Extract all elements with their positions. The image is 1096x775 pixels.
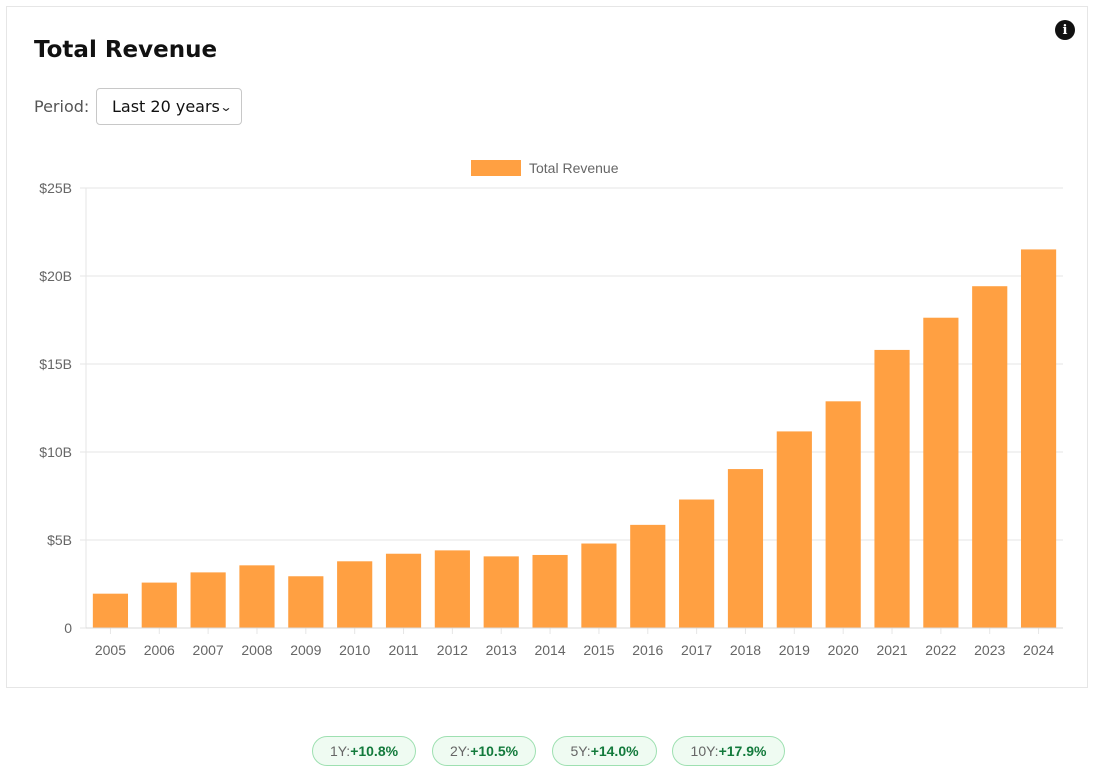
bar-2011	[385, 553, 422, 628]
x-tick-label: 2020	[828, 642, 859, 658]
y-tick-label: $5B	[47, 532, 72, 548]
x-tick-label: 2023	[974, 642, 1005, 658]
period-select[interactable]: Last 20 years ⌄	[96, 88, 242, 125]
info-icon[interactable]: i	[1055, 20, 1075, 40]
bar-2021	[874, 349, 910, 628]
bar-2006	[141, 582, 177, 628]
growth-value: +14.0%	[590, 743, 639, 759]
bar-2012	[434, 550, 470, 628]
y-tick-label: $10B	[39, 444, 72, 460]
x-tick-label: 2019	[779, 642, 810, 658]
bar-2022	[923, 317, 959, 628]
legend-label: Total Revenue	[529, 160, 619, 176]
growth-label: 10Y:	[690, 743, 719, 759]
growth-badge-10y[interactable]: 10Y: +17.9%	[672, 736, 785, 766]
x-tick-label: 2010	[339, 642, 370, 658]
bar-2014	[532, 554, 568, 628]
x-tick-label: 2024	[1023, 642, 1054, 658]
bar-2015	[581, 543, 617, 628]
y-tick-label: $15B	[39, 356, 72, 372]
bar-2013	[483, 556, 519, 628]
x-tick-label: 2017	[681, 642, 712, 658]
period-label: Period:	[34, 97, 90, 116]
x-tick-label: 2014	[534, 642, 565, 658]
growth-value: +10.5%	[470, 743, 519, 759]
revenue-bar-chart: 0 $5B $10B $15B $20B $25B 2005 2006 2007 2008 2009…	[39, 160, 1063, 658]
legend-swatch	[471, 160, 521, 176]
x-tick-label: 2013	[486, 642, 517, 658]
bar-2008	[239, 565, 275, 628]
growth-value: +10.8%	[350, 743, 399, 759]
x-tick-label: 2021	[876, 642, 907, 658]
bar-2017	[679, 499, 715, 628]
x-tick-label: 2018	[730, 642, 761, 658]
growth-label: 1Y:	[329, 743, 351, 759]
bar-2016	[630, 524, 666, 628]
bar-2020	[825, 401, 861, 628]
x-tick-label: 2011	[388, 642, 418, 658]
bar-2024	[1020, 249, 1057, 628]
chevron-down-icon: ⌄	[219, 99, 233, 114]
growth-badge-1y[interactable]: 1Y: +10.8%	[312, 736, 416, 766]
x-tick-label: 2007	[193, 642, 224, 658]
growth-label: 5Y:	[570, 743, 591, 759]
bar-2023	[972, 286, 1008, 628]
growth-value: +17.9%	[718, 743, 767, 759]
x-tick-label: 2012	[437, 642, 468, 658]
y-tick-label: $25B	[39, 180, 72, 196]
x-tick-label: 2008	[241, 642, 272, 658]
x-tick-label: 2005	[95, 642, 126, 658]
y-tick-label: $20B	[39, 268, 72, 284]
growth-badge-5y[interactable]: 5Y: +14.0%	[552, 736, 657, 766]
bar-2009	[288, 576, 324, 628]
bar-2010	[337, 561, 373, 628]
period-selected-value: Last 20 years	[112, 97, 220, 116]
growth-label: 2Y:	[449, 743, 471, 759]
x-tick-label: 2006	[144, 642, 175, 658]
x-tick-label: 2015	[583, 642, 614, 658]
bar-2007	[190, 572, 226, 628]
y-tick-label: 0	[64, 620, 72, 636]
card-title: Total Revenue	[34, 37, 218, 63]
bar-2018	[727, 469, 764, 628]
bar-2019	[776, 431, 812, 628]
bar-2005	[92, 593, 129, 628]
x-tick-label: 2016	[632, 642, 663, 658]
x-tick-label: 2022	[925, 642, 956, 658]
x-tick-label: 2009	[290, 642, 321, 658]
growth-badge-2y[interactable]: 2Y: +10.5%	[432, 736, 536, 766]
